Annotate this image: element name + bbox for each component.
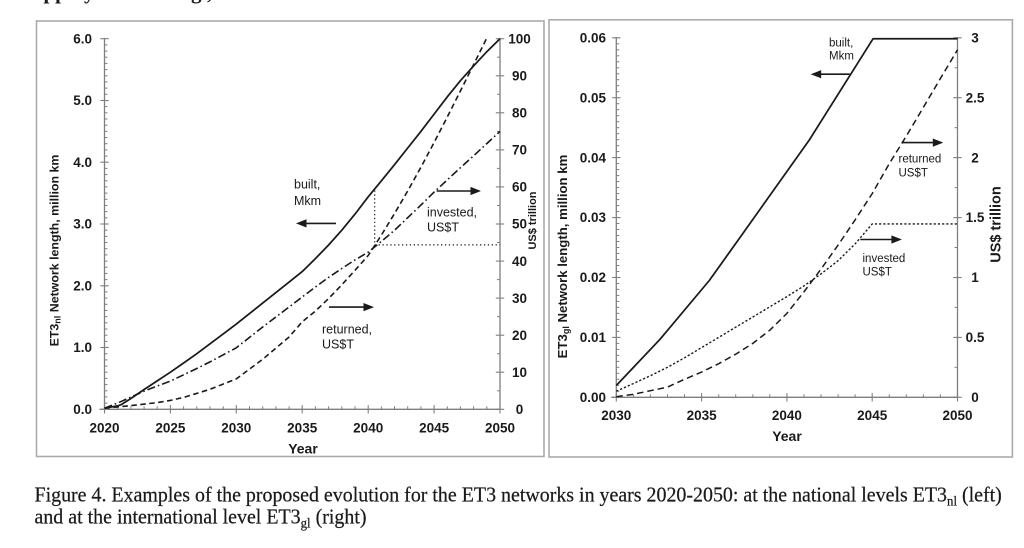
svg-text:0: 0 <box>971 390 979 405</box>
svg-text:y: y <box>84 0 95 4</box>
svg-text:5.0: 5.0 <box>73 93 92 108</box>
svg-text:30: 30 <box>512 291 527 306</box>
svg-text:2035: 2035 <box>287 421 318 436</box>
svg-text:0.06: 0.06 <box>580 31 607 46</box>
svg-text:2040: 2040 <box>353 421 383 436</box>
svg-text:app: app <box>33 0 67 4</box>
svg-text:returned: returned <box>899 154 942 166</box>
svg-text:2025: 2025 <box>155 421 186 436</box>
svg-text:0: 0 <box>516 402 524 417</box>
svg-text:2030: 2030 <box>601 408 631 423</box>
svg-text:ET3gl Network length, million: ET3gl Network length, million km <box>555 155 571 359</box>
svg-text:g: g <box>191 0 202 4</box>
svg-text:2040: 2040 <box>772 408 802 423</box>
svg-text:0.03: 0.03 <box>580 210 607 225</box>
svg-text:US$ trillion: US$ trillion <box>527 191 539 249</box>
svg-text:and at the international level: and at the international level ET3gl (ri… <box>35 506 367 531</box>
svg-text:US$T: US$T <box>427 221 459 235</box>
svg-text:1.0: 1.0 <box>73 340 92 355</box>
svg-text:1: 1 <box>971 270 979 285</box>
svg-text:2.5: 2.5 <box>966 90 985 105</box>
svg-text:Figure 4. Examples of the prop: Figure 4. Examples of the proposed evolu… <box>35 484 1002 509</box>
svg-text:2050: 2050 <box>485 421 515 436</box>
svg-text:2: 2 <box>971 150 979 165</box>
svg-text:Mkm: Mkm <box>829 51 854 63</box>
svg-text:US$T: US$T <box>863 267 892 279</box>
svg-text:0.01: 0.01 <box>580 330 607 345</box>
svg-text:2035: 2035 <box>687 408 718 423</box>
svg-text:US$ trillion: US$ trillion <box>988 186 1004 263</box>
svg-text:0.02: 0.02 <box>580 270 606 285</box>
svg-text:0.00: 0.00 <box>580 390 606 405</box>
svg-text:,: , <box>207 0 212 4</box>
svg-text:3: 3 <box>971 31 979 46</box>
svg-text:60: 60 <box>512 180 527 195</box>
svg-text:Year: Year <box>288 441 318 457</box>
svg-text:20: 20 <box>512 328 527 343</box>
svg-text:US$T: US$T <box>322 338 354 352</box>
svg-text:6.0: 6.0 <box>73 31 92 46</box>
svg-text:10: 10 <box>512 365 527 380</box>
svg-text:built,: built, <box>829 38 853 50</box>
svg-text:Year: Year <box>772 428 802 444</box>
svg-text:built,: built, <box>294 178 320 192</box>
svg-text:2030: 2030 <box>221 421 251 436</box>
svg-text:US$T: US$T <box>899 168 928 180</box>
svg-text:40: 40 <box>512 254 527 269</box>
svg-text:3.0: 3.0 <box>73 217 92 232</box>
svg-text:0.05: 0.05 <box>580 90 607 105</box>
svg-text:invested: invested <box>863 253 906 265</box>
svg-text:0.5: 0.5 <box>966 330 985 345</box>
svg-text:invested,: invested, <box>427 206 477 220</box>
svg-text:Mkm: Mkm <box>294 194 321 208</box>
svg-text:100: 100 <box>508 31 531 46</box>
svg-text:2050: 2050 <box>942 408 972 423</box>
svg-text:1.5: 1.5 <box>966 210 985 225</box>
svg-text:returned,: returned, <box>322 323 372 337</box>
svg-text:70: 70 <box>512 143 527 158</box>
svg-text:0.04: 0.04 <box>580 150 607 165</box>
svg-text:50: 50 <box>512 217 527 232</box>
svg-text:2045: 2045 <box>419 421 450 436</box>
svg-text:4.0: 4.0 <box>73 155 92 170</box>
svg-text:2.0: 2.0 <box>73 279 92 294</box>
svg-text:80: 80 <box>512 106 527 121</box>
svg-text:ET3nl Network length, million: ET3nl Network length, million km <box>48 155 63 347</box>
svg-text:2045: 2045 <box>857 408 888 423</box>
svg-text:90: 90 <box>512 69 527 84</box>
svg-text:0.0: 0.0 <box>73 402 92 417</box>
svg-text:2020: 2020 <box>89 421 119 436</box>
